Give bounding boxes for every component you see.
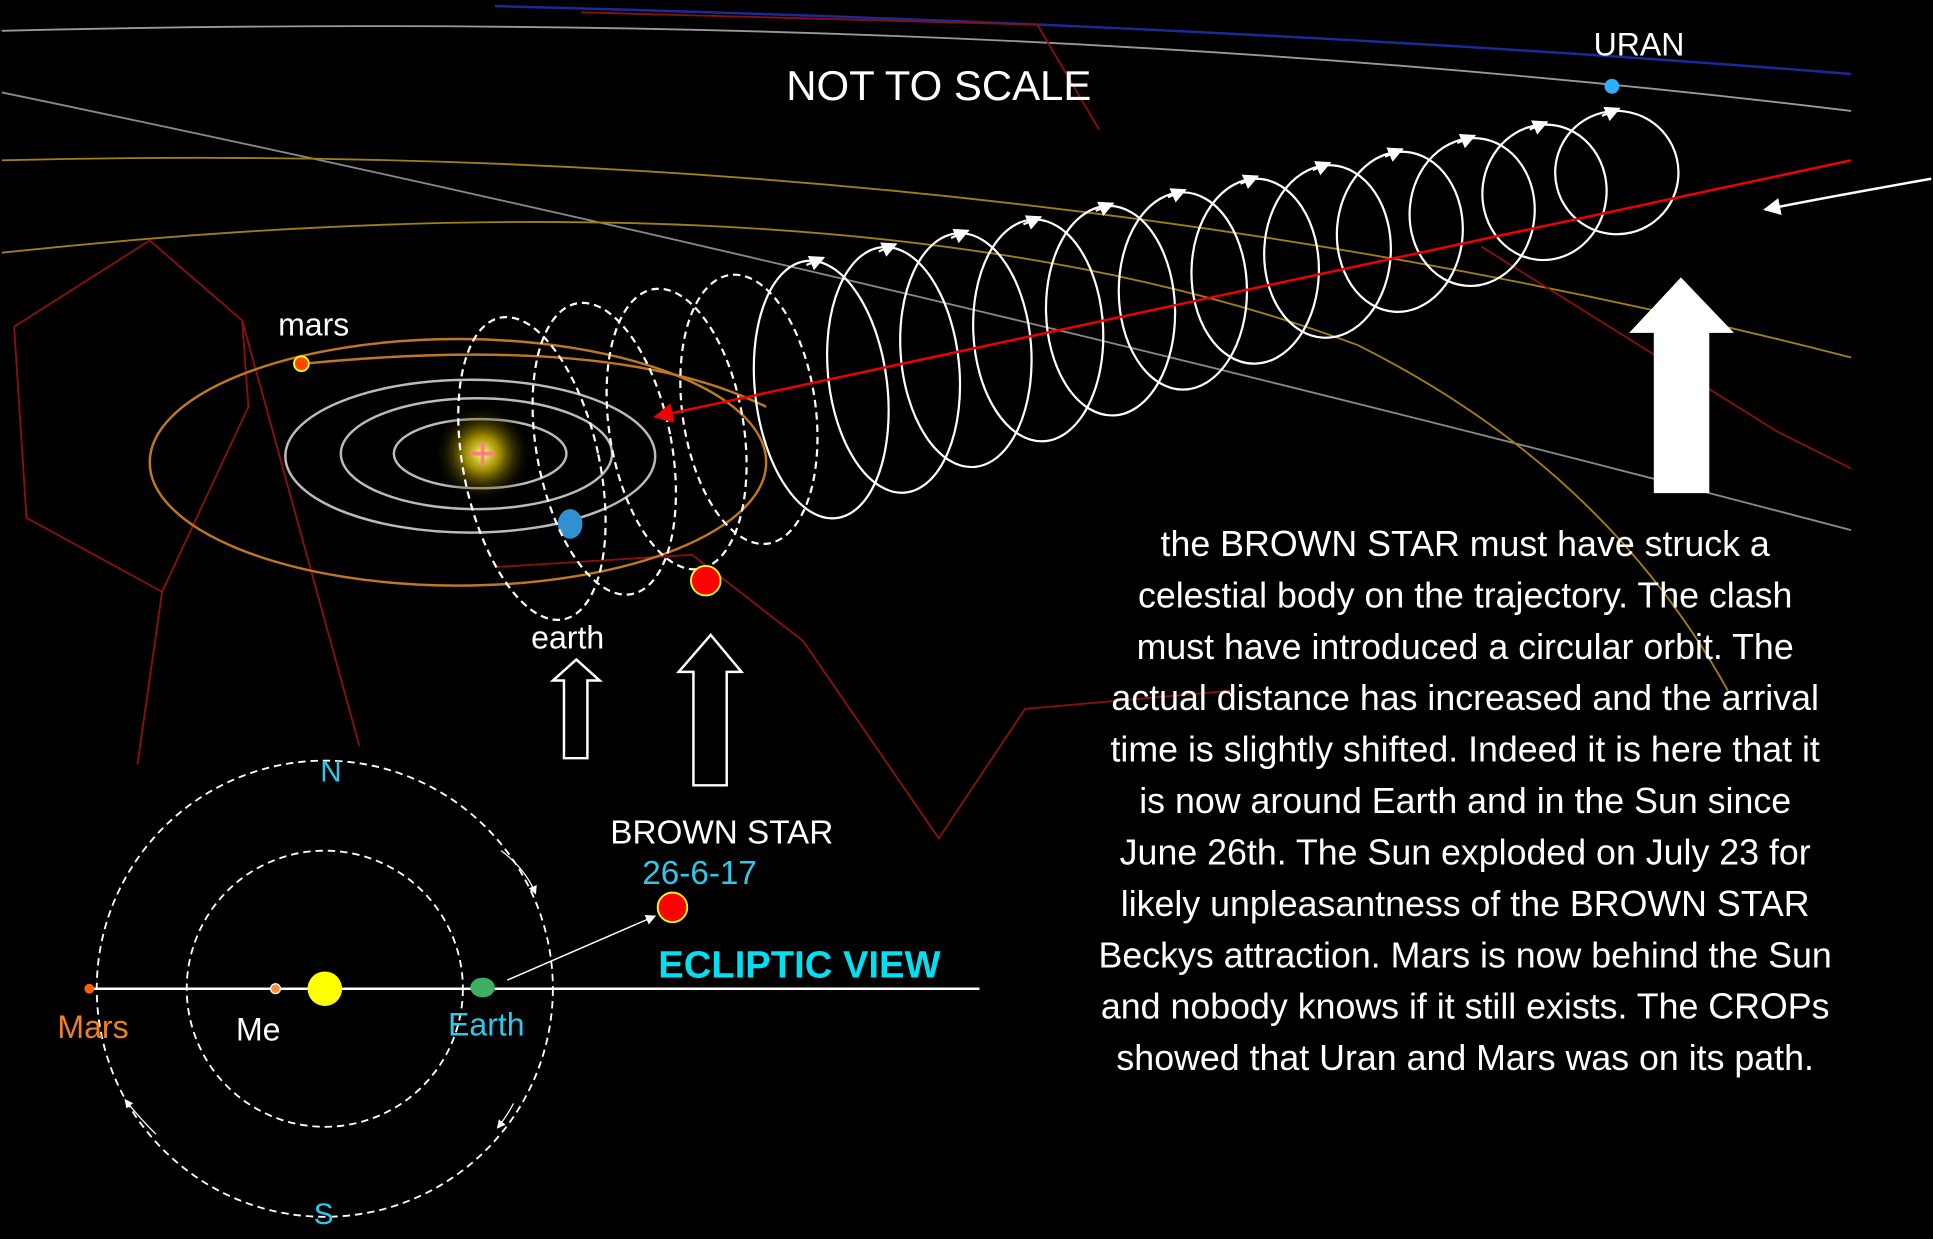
spiral-arrow (1601, 106, 1621, 122)
spiral-arrow (1529, 120, 1549, 135)
north-label: N (320, 756, 341, 789)
spiral-arrow (1456, 133, 1477, 149)
spiral-loop (457, 315, 607, 621)
spiral-loop (1263, 164, 1392, 339)
description-line: time is slightly shifted. Indeed it is h… (1110, 730, 1819, 770)
description-line: and nobody knows if it still exists. The… (1101, 987, 1830, 1027)
spiral-loop (752, 259, 890, 520)
spiral-loop (1335, 150, 1464, 313)
mars-label: mars (278, 306, 349, 342)
south-label: S (314, 1198, 334, 1231)
spiral-arrow (1095, 201, 1115, 217)
description-line: is now around Earth and in the Sun since (1139, 781, 1791, 821)
background-lines (1, 4, 1852, 840)
date-label: 26-6-17 (642, 855, 757, 892)
description-line: Beckys attraction. Mars is now behind th… (1099, 935, 1832, 975)
brown-star-label: BROWN STAR (610, 814, 833, 851)
spiral-trajectory (457, 106, 1680, 621)
description-line: likely unpleasantness of the BROWN STAR (1121, 884, 1810, 924)
spiral-loop (1408, 137, 1536, 288)
spiral-arrow (1312, 161, 1332, 176)
solar-system (148, 337, 768, 587)
spiral-loop (531, 301, 678, 596)
ecliptic-mars-label: Mars (57, 1009, 128, 1045)
spiral-arrow (950, 228, 970, 244)
earth-label: earth (531, 619, 604, 655)
spiral-arrow (1239, 174, 1260, 189)
description-line: showed that Uran and Mars was on its pat… (1116, 1038, 1814, 1078)
spiral-arrow (1167, 188, 1187, 203)
spiral-arrow (878, 242, 898, 257)
ecliptic-earth-label: Earth (448, 1007, 525, 1043)
ecliptic-mercury-label: Me (236, 1012, 281, 1048)
ecliptic-view (84, 759, 980, 1218)
spiral-loop (1481, 123, 1608, 262)
description-line: the BROWN STAR must have struck a (1161, 524, 1770, 564)
description-line: celestial body on the trajectory. The cl… (1138, 575, 1792, 615)
title: NOT TO SCALE (786, 62, 1091, 109)
spiral-loop (605, 287, 748, 571)
description: the BROWN STAR must have struck a celesti… (1099, 524, 1832, 1078)
description-line: June 26th. The Sun exploded on July 23 f… (1120, 832, 1811, 872)
spiral-arrow (1384, 147, 1404, 162)
arrows (549, 78, 1932, 787)
description-line: actual distance has increased and the ar… (1111, 678, 1818, 718)
spiral-loop (1554, 109, 1680, 236)
spiral-arrow (806, 256, 826, 271)
spiral-loop (679, 273, 819, 546)
uran-label: URAN (1594, 26, 1685, 62)
spiral-arrow (1022, 215, 1043, 230)
ecliptic-title: ECLIPTIC VIEW (658, 944, 941, 987)
description-line: must have introduced a circular orbit. T… (1137, 627, 1794, 667)
